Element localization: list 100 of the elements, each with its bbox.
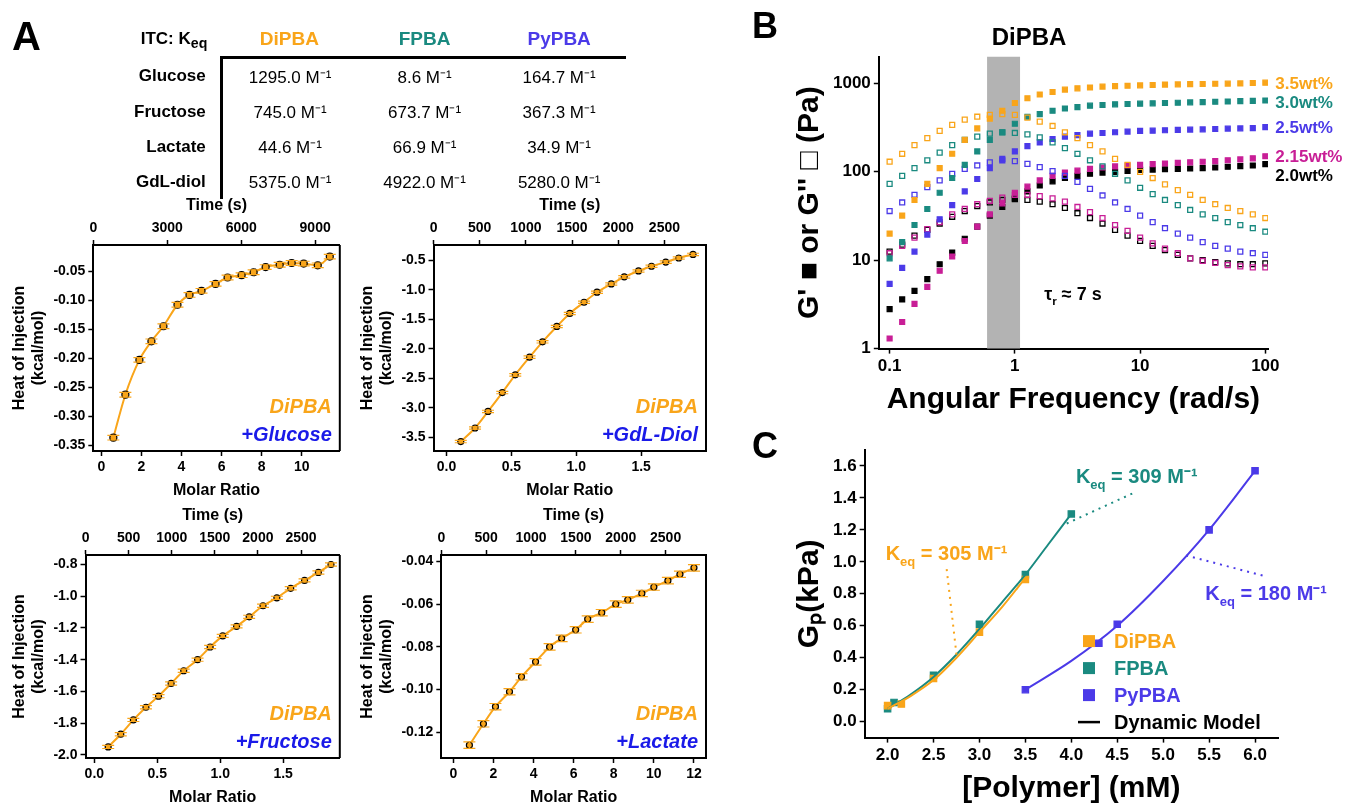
x2-tick-label: 2000: [605, 529, 637, 546]
y-tick-label: -3.0: [401, 398, 426, 415]
x-tick-label: 0.5: [501, 458, 522, 475]
y-tick-label: 1000: [832, 73, 871, 93]
y-tick-label: -0.08: [401, 637, 434, 654]
x-tick-label: 2: [137, 458, 146, 475]
y-axis-title: Heat of Injection (kcal/mol): [358, 285, 395, 411]
x-tick-label: 1: [1010, 356, 1020, 376]
y-tick-label: -1.8: [53, 713, 78, 730]
text: 44.6 M⁻¹: [258, 138, 322, 157]
x2-tick-label: 0: [89, 219, 98, 236]
y-tick-label: 0.2: [832, 679, 857, 699]
y-tick-label: -1.0: [53, 587, 78, 604]
series-label: 2.15wt%: [1275, 147, 1343, 167]
y-tick-label: -0.06: [401, 595, 434, 612]
x2-tick-label: 2500: [648, 219, 681, 236]
y-tick-label: -1.5: [401, 310, 426, 327]
y-tick-label: -0.20: [53, 349, 86, 366]
x-tick-label: 0.0: [84, 765, 105, 782]
x-axis-title: Molar Ratio: [526, 480, 614, 498]
y-tick-label: -2.0: [53, 745, 78, 762]
x-tick-label: 100: [1251, 356, 1280, 376]
x2-axis-title: Time (s): [182, 506, 244, 524]
x2-tick-label: 1000: [156, 529, 188, 546]
y-tick-label: -0.8: [53, 555, 78, 572]
x-tick-label: 6: [217, 458, 226, 475]
y-tick-label: -0.05: [53, 261, 86, 278]
x2-tick-label: 2500: [285, 529, 317, 546]
x-axis-title: [Polymer] (mM): [962, 770, 1181, 804]
category-label: FPBA: [357, 22, 492, 58]
x-tick-label: 10: [1130, 356, 1150, 376]
x-tick-label: 10: [646, 765, 662, 782]
category-label: Glucose: [138, 65, 206, 85]
x-tick-label: 4.0: [1059, 745, 1084, 765]
y-axis-title: Gₚ(kPa): [791, 539, 827, 649]
x-tick-label: 1.5: [273, 765, 294, 782]
legend-label: DiPBA: [1114, 630, 1177, 653]
y-tick-label: -0.10: [401, 680, 434, 697]
x2-tick-label: 1000: [510, 219, 542, 236]
legend-label: FPBA: [1114, 657, 1169, 680]
category-label: Fructose: [134, 101, 206, 121]
text: B: [752, 5, 778, 46]
text: 164.7 M⁻¹: [522, 68, 596, 87]
x2-tick-label: 500: [116, 529, 141, 546]
y-axis-title: G' ■ or G'' □ (Pa): [791, 86, 825, 320]
text: C: [752, 425, 778, 466]
legend-label: PyPBA: [1114, 684, 1181, 707]
annotation: DiPBA: [635, 395, 699, 417]
y-tick-label: 1: [861, 338, 871, 358]
x2-tick-label: 0: [81, 529, 90, 546]
x-tick-label: 12: [686, 765, 702, 782]
y-tick-label: 100: [842, 161, 871, 181]
x2-tick-label: 3000: [151, 219, 184, 236]
category-label: Lactate: [146, 136, 206, 156]
x-tick-label: 5.5: [1197, 745, 1221, 765]
y-tick-label: 0.6: [832, 615, 857, 635]
text: 745.0 M⁻¹: [253, 103, 327, 122]
category-label: PyPBA: [491, 22, 627, 58]
y-tick-label: 1.2: [832, 519, 857, 539]
x-axis-title: Angular Frequency (rad/s): [886, 381, 1261, 415]
y-tick-label: -0.30: [53, 407, 86, 424]
text: 66.9 M⁻¹: [392, 138, 457, 157]
y-tick-label: -1.6: [53, 682, 78, 699]
x2-tick-label: 500: [468, 219, 492, 236]
x-tick-label: 0: [449, 765, 458, 782]
x-tick-label: 3.5: [1013, 745, 1038, 765]
y-tick-label: -1.2: [53, 618, 78, 635]
x2-tick-label: 1000: [515, 529, 547, 546]
x-tick-label: 2: [489, 765, 498, 782]
series-label: 3.5wt%: [1275, 73, 1333, 93]
x-axis-title: Molar Ratio: [530, 787, 618, 805]
text: A: [12, 14, 41, 59]
chart-title: DiPBA: [991, 23, 1067, 51]
x-tick-label: 4: [529, 765, 538, 782]
y-tick-label: 1.0: [832, 551, 857, 571]
y-tick-label: 0.8: [832, 583, 857, 603]
x-tick-label: 0.5: [147, 765, 168, 782]
x-tick-label: 8: [257, 458, 266, 475]
x-tick-label: 6: [569, 765, 578, 782]
text: 367.3 M⁻¹: [522, 103, 596, 122]
y-tick-label: -2.5: [401, 369, 426, 386]
y-tick-label: 1.4: [832, 487, 858, 507]
y-tick-label: -3.5: [401, 428, 426, 445]
series-label: 2.0wt%: [1275, 166, 1333, 186]
x2-tick-label: 2000: [602, 219, 635, 236]
y-tick-label: 0.4: [832, 647, 858, 667]
y-tick-label: -1.4: [53, 650, 78, 667]
annotation: +GdL-Diol: [601, 423, 699, 445]
category-label: GdL-diol: [135, 171, 206, 191]
y-tick-label: -2.0: [401, 339, 426, 356]
x-tick-label: 10: [293, 458, 310, 475]
x2-tick-label: 6000: [225, 219, 257, 236]
x2-tick-label: 2500: [650, 529, 682, 546]
annotation: +Lactate: [616, 730, 699, 752]
y-axis-title: Heat of Injection (kcal/mol): [358, 594, 395, 719]
annotation: +Glucose: [241, 423, 332, 445]
x-tick-label: 0.0: [436, 458, 457, 475]
text: 5280.0 M⁻¹: [517, 173, 601, 192]
y-tick-label: -0.12: [401, 723, 434, 740]
text: 8.6 M⁻¹: [397, 68, 452, 87]
